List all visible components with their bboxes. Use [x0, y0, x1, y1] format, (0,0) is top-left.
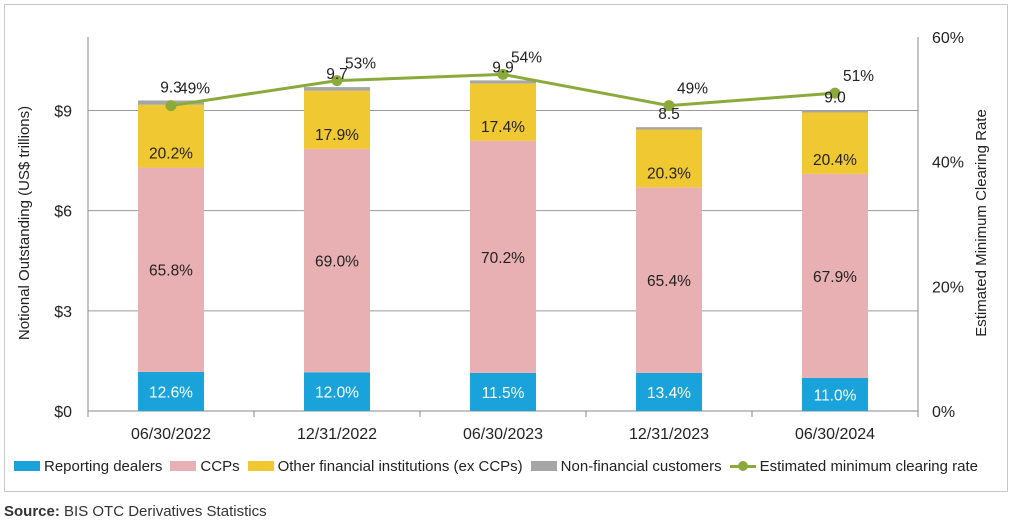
segment-label: 67.9% [813, 269, 857, 286]
x-tick-label: 12/31/2023 [629, 426, 709, 443]
clearing-rate-point [331, 75, 343, 87]
bar-segment-ccps [138, 167, 204, 372]
segment-label: 17.9% [315, 127, 359, 144]
legend-swatch [170, 461, 197, 471]
source-text: BIS OTC Derivatives Statistics [59, 503, 267, 520]
bar-segment-reporting-dealers [304, 372, 370, 411]
legend: Reporting dealers CCPs Other financial ins… [14, 455, 986, 477]
legend-item: CCPs [170, 457, 240, 475]
legend-item: Reporting dealers [14, 458, 162, 475]
y-tick-label: $3 [54, 304, 72, 321]
y2-axis-title: Estimated Minimum Clearing Rate [973, 109, 990, 337]
y2-tick-label: 60% [932, 30, 964, 47]
segment-label: 12.0% [315, 385, 359, 402]
bars [138, 80, 868, 411]
legend-line-swatch [729, 461, 756, 471]
bar-segment-ccps [304, 148, 370, 373]
total-label: 9.7 [326, 66, 348, 83]
legend-label: Reporting dealers [44, 457, 163, 475]
x-tick-label: 06/30/2023 [463, 426, 543, 443]
y2-tick-label: 0% [932, 404, 955, 421]
bar-segment-other-financial-institutions-ex-ccps [470, 83, 536, 141]
bar-segment-ccps [470, 140, 536, 373]
segment-label: 20.2% [149, 146, 193, 163]
total-label: 9.9 [492, 59, 514, 76]
y2-tick-label: 20% [932, 279, 964, 296]
y2-tick-label: 40% [932, 155, 964, 172]
bar-segment-non-financial-customers [802, 110, 868, 113]
clearing-rate-point [829, 87, 841, 99]
legend-label: CCPs [200, 457, 240, 475]
bar-segment-ccps [636, 187, 702, 373]
clearing-rate-label: 49% [179, 81, 210, 98]
segment-label: 65.4% [647, 273, 691, 290]
y-tick-label: $0 [54, 404, 72, 421]
legend-swatch [14, 461, 40, 471]
clearing-rate-label: 53% [345, 56, 376, 73]
bar-segment-reporting-dealers [138, 371, 204, 411]
legend-item: Non-financial customers [530, 457, 722, 475]
x-tick-label: 06/30/2024 [795, 426, 875, 443]
segment-label: 11.0% [814, 387, 857, 404]
bar-segment-reporting-dealers [636, 372, 702, 411]
y-axis-title: Notional Outstanding (US$ trillions) [16, 106, 33, 340]
legend-label: Estimated minimum clearing rate [759, 457, 978, 475]
clearing-rate-label: 49% [677, 81, 708, 98]
segment-label: 13.4% [647, 385, 691, 402]
bar-segment-non-financial-customers [470, 80, 536, 84]
y-tick-label: $6 [54, 204, 72, 221]
bar-segment-other-financial-institutions-ex-ccps [138, 104, 204, 168]
clearing-rate-point [165, 100, 177, 112]
data-labels: 12.6% 65.8% 20.2% 9.3 12.0% 69.0% 17.9% 9.7 11.5… [149, 49, 874, 404]
x-tick-label: 12/31/2022 [297, 426, 377, 443]
segment-label: 69.0% [315, 254, 359, 271]
source-note: Source: BIS OTC Derivatives Statistics [4, 503, 267, 520]
bar-segment-reporting-dealers [802, 377, 868, 411]
bar-segment-other-financial-institutions-ex-ccps [802, 112, 868, 174]
x-tick-label: 06/30/2022 [131, 426, 211, 443]
segment-label: 12.6% [149, 384, 193, 401]
bar-segment-other-financial-institutions-ex-ccps [304, 90, 370, 149]
stacked-bar-chart: $0 $3 $6 $9 0% 20% 40% 60% 06/30/2022 12/31/2022 0… [16, 30, 990, 443]
segment-label: 65.8% [149, 263, 193, 280]
segment-label: 20.3% [647, 165, 691, 182]
total-label: 9.3 [160, 79, 182, 96]
clearing-rate-point [663, 100, 675, 112]
bar-segment-ccps [802, 173, 868, 378]
legend-swatch [530, 461, 557, 471]
legend-item-line: Estimated minimum clearing rate [729, 457, 978, 475]
bar-segment-reporting-dealers [470, 372, 536, 411]
legend-swatch [247, 461, 274, 471]
legend-line-dot [737, 461, 748, 471]
total-label: 9.0 [824, 89, 846, 106]
clearing-rate-label: 54% [511, 49, 542, 66]
segment-label: 17.4% [481, 119, 525, 136]
chart-frame [4, 4, 1008, 492]
bar-segment-other-financial-institutions-ex-ccps [636, 129, 702, 188]
legend-label: Non-financial customers [560, 457, 722, 475]
y-tick-label: $9 [54, 103, 72, 120]
legend-label: Other financial institutions (ex CCPs) [277, 457, 523, 475]
source-prefix: Source: [4, 503, 60, 520]
axes: $0 $3 $6 $9 0% 20% 40% 60% 06/30/2022 12/31/2022 0… [54, 30, 964, 443]
legend-item: Other financial institutions (ex CCPs) [247, 457, 523, 475]
segment-label: 20.4% [813, 152, 857, 169]
clearing-rate-point [497, 68, 509, 80]
bar-segment-non-financial-customers [636, 127, 702, 130]
bar-segment-non-financial-customers [304, 87, 370, 91]
clearing-rate-line [165, 68, 841, 112]
segment-label: 11.5% [482, 385, 525, 402]
segment-label: 70.2% [481, 250, 525, 267]
clearing-rate-label: 51% [843, 68, 874, 85]
total-label: 8.5 [658, 106, 680, 123]
